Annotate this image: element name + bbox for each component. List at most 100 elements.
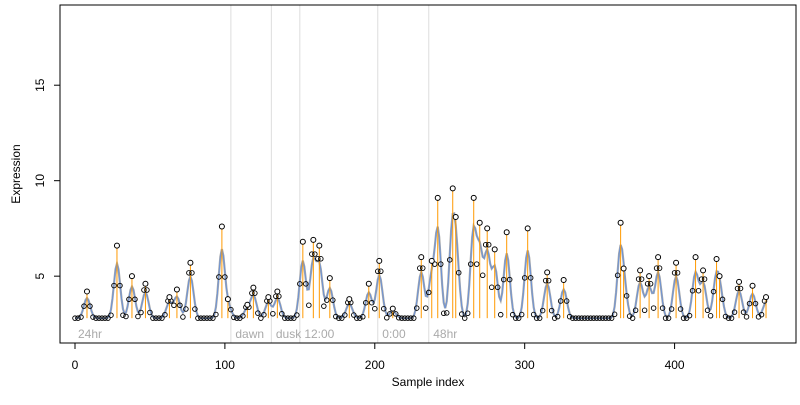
data-point xyxy=(638,276,645,282)
peak-point xyxy=(617,219,624,226)
data-point xyxy=(653,265,660,271)
peak-point xyxy=(763,294,770,301)
data-point xyxy=(482,241,489,248)
data-point xyxy=(324,297,330,303)
data-point xyxy=(656,265,663,271)
data-point xyxy=(500,276,507,283)
region-label: 12:00 xyxy=(304,327,334,341)
data-point xyxy=(506,276,513,283)
peak-point xyxy=(434,194,441,201)
data-point xyxy=(393,311,399,317)
data-point xyxy=(602,315,609,321)
x-axis-label: Sample index xyxy=(392,375,465,389)
peak-point xyxy=(560,276,567,283)
peak-point xyxy=(692,254,699,261)
data-point xyxy=(117,282,123,289)
x-tick-label: 100 xyxy=(215,358,235,372)
data-point xyxy=(423,305,429,311)
peak-point xyxy=(173,286,180,293)
data-point xyxy=(405,315,411,321)
axes: 0 100 200 300 400 5 10 15 xyxy=(33,78,685,372)
data-point xyxy=(641,307,648,314)
data-point xyxy=(599,315,606,321)
data-point xyxy=(249,290,255,296)
peak-point xyxy=(166,294,173,301)
data-point xyxy=(330,297,336,303)
data-point xyxy=(336,315,342,321)
peak-point xyxy=(326,275,333,282)
peak-point xyxy=(142,280,149,287)
data-point xyxy=(581,315,588,321)
data-point xyxy=(605,315,612,321)
peak-point xyxy=(365,280,372,287)
data-point xyxy=(87,303,93,309)
peak-point xyxy=(265,294,272,301)
data-point xyxy=(668,306,675,312)
data-point xyxy=(527,275,534,281)
data-point xyxy=(488,284,495,291)
data-point xyxy=(674,270,681,276)
data-point xyxy=(213,311,219,318)
y-axis-label: Expression xyxy=(9,144,23,203)
peak-point xyxy=(544,269,551,276)
data-point xyxy=(554,313,561,320)
peak-point xyxy=(491,246,498,253)
data-point xyxy=(464,310,471,317)
data-point xyxy=(725,315,732,321)
peak-point xyxy=(389,305,396,312)
data-point xyxy=(291,315,297,321)
data-point xyxy=(614,272,621,279)
data-point xyxy=(647,281,654,287)
peak-point xyxy=(736,278,743,285)
y-tick-label: 5 xyxy=(33,273,47,280)
peak-point xyxy=(428,257,435,264)
peak-point xyxy=(449,185,456,192)
data-point xyxy=(120,312,126,318)
peak-point xyxy=(476,219,483,226)
data-point xyxy=(189,270,195,276)
data-point xyxy=(402,315,408,321)
peak-point xyxy=(524,225,531,232)
data-point xyxy=(680,315,687,321)
data-point xyxy=(78,314,84,320)
data-point xyxy=(494,284,501,291)
region-label: 24hr xyxy=(78,327,102,341)
data-point xyxy=(417,265,423,271)
data-point xyxy=(650,305,657,311)
data-point xyxy=(381,305,387,312)
data-point xyxy=(665,315,672,321)
data-point xyxy=(93,315,99,321)
data-point xyxy=(734,285,741,292)
data-point xyxy=(144,287,150,293)
data-point xyxy=(255,310,261,316)
data-point xyxy=(102,315,108,321)
data-point xyxy=(288,315,294,321)
peak-point xyxy=(113,242,120,249)
data-point xyxy=(512,315,519,321)
peak-point xyxy=(503,229,510,236)
data-point xyxy=(728,315,735,321)
data-point xyxy=(632,307,639,314)
peak-point xyxy=(470,194,477,201)
data-point xyxy=(440,310,447,317)
data-point xyxy=(198,315,204,321)
data-point xyxy=(584,315,591,321)
data-point xyxy=(545,277,552,284)
peak-point xyxy=(250,284,257,291)
data-point xyxy=(369,299,375,306)
peak-point xyxy=(376,257,383,264)
data-point xyxy=(147,309,153,316)
peak-point xyxy=(452,213,459,220)
data-point xyxy=(752,300,759,307)
data-point xyxy=(420,265,426,271)
data-point xyxy=(81,303,87,309)
data-point xyxy=(515,315,522,321)
data-point xyxy=(75,315,81,321)
peak-point xyxy=(128,273,135,280)
data-point xyxy=(312,251,318,257)
data-points-layer xyxy=(72,185,770,321)
data-point xyxy=(180,314,186,320)
data-point xyxy=(455,269,462,276)
data-point xyxy=(315,256,321,262)
